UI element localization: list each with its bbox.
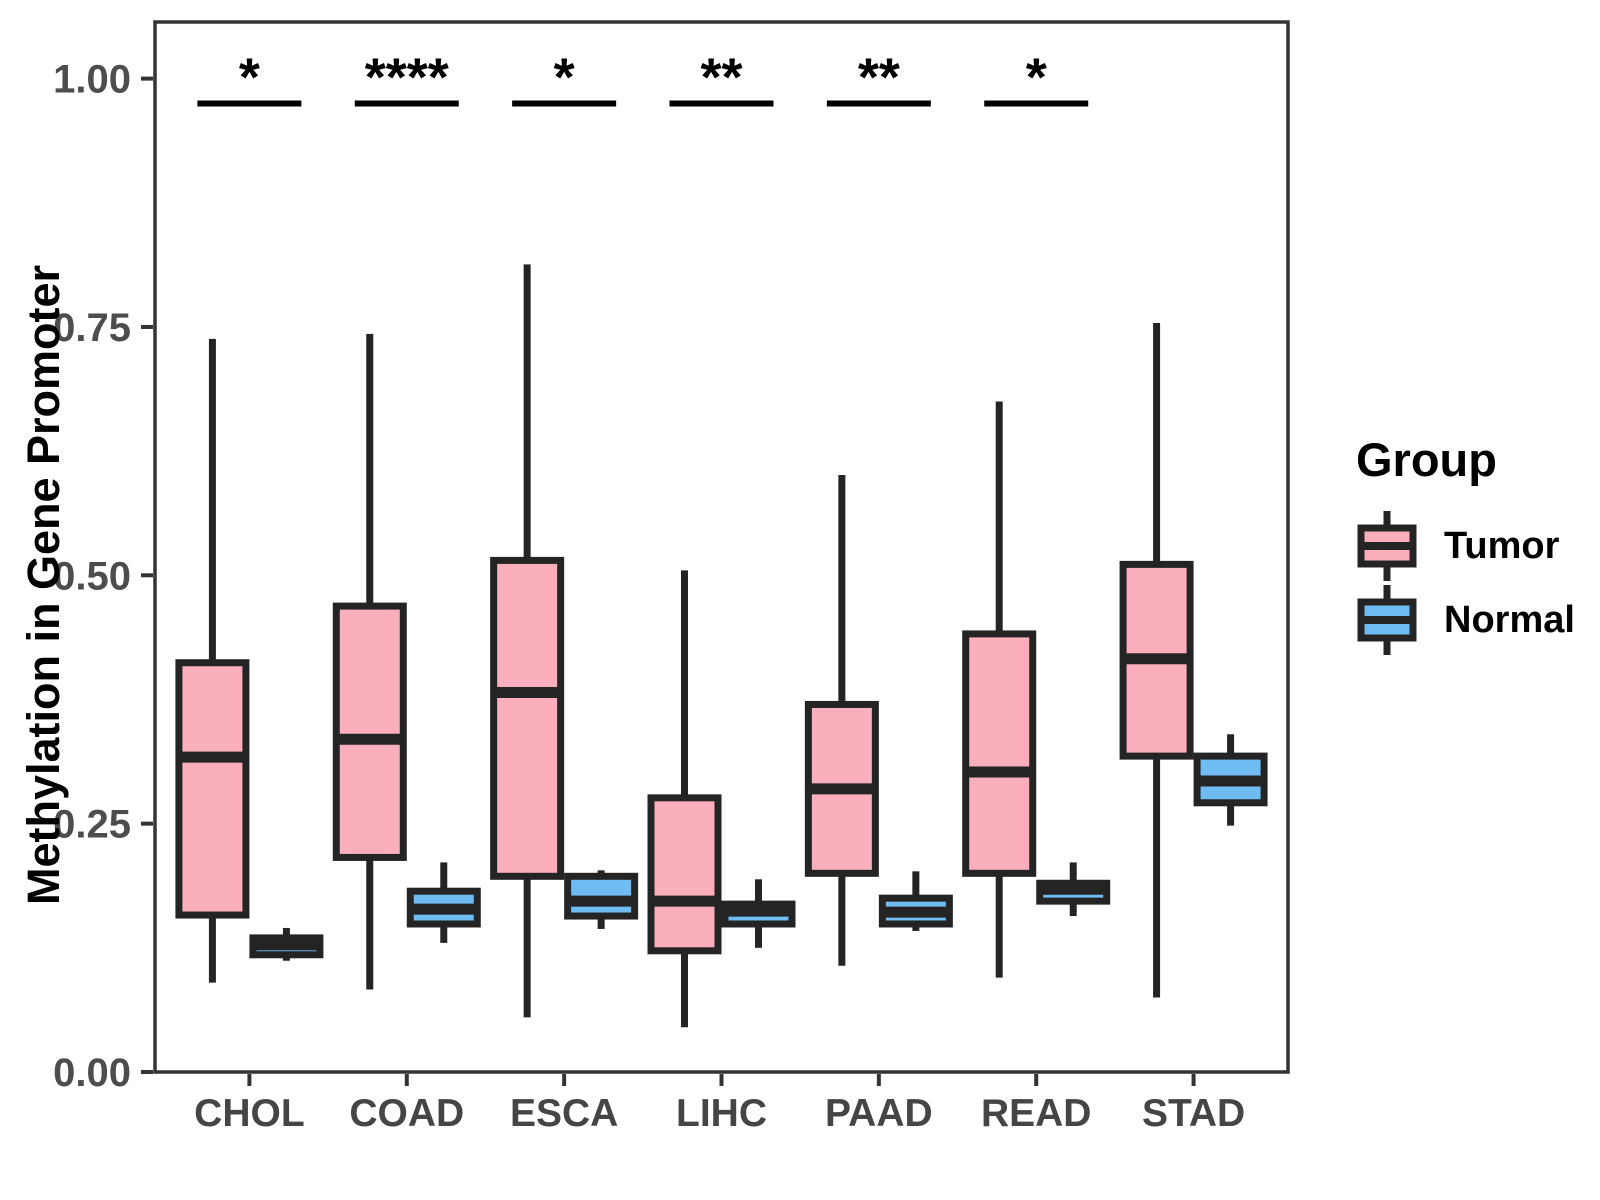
x-tick-label: PAAD (825, 1092, 933, 1135)
legend: Group Tumor Normal (1356, 432, 1575, 657)
box-esca-normal (564, 870, 639, 929)
box-stad-tumor (1119, 322, 1194, 998)
y-tick-label: 0.25 (53, 803, 131, 847)
legend-item-normal: Normal (1356, 583, 1575, 657)
legend-item-tumor: Tumor (1356, 509, 1575, 583)
x-tick-label: CHOL (194, 1092, 305, 1135)
box-coad-normal (406, 862, 481, 943)
iqr-box (332, 602, 407, 861)
x-tick-label: READ (981, 1092, 1092, 1135)
iqr-box (490, 556, 565, 880)
significance-label: ** (858, 47, 900, 107)
box-chol-normal (249, 927, 324, 961)
y-axis-title: Methylation in Gene Promoter (18, 264, 69, 906)
x-tick-label: STAD (1142, 1092, 1245, 1135)
significance-label: * (239, 47, 260, 107)
box-stad-normal (1193, 734, 1268, 826)
significance-label: * (554, 47, 575, 107)
box-chol-tumor (175, 338, 250, 983)
box-lihc-tumor (647, 570, 722, 1028)
normal-boxplot-key-icon (1357, 585, 1417, 655)
legend-title: Group (1356, 433, 1497, 486)
box-paad-tumor (804, 474, 879, 966)
x-tick-label: COAD (349, 1092, 464, 1135)
iqr-box (175, 659, 250, 919)
iqr-box (647, 794, 722, 955)
box-esca-tumor (490, 264, 565, 1018)
x-tick-label: ESCA (510, 1092, 618, 1135)
significance-label: ** (700, 47, 742, 107)
significance-label: * (1026, 47, 1047, 107)
significance-label: **** (365, 47, 449, 107)
y-tick-label: 1.00 (53, 58, 131, 102)
box-read-tumor (962, 401, 1037, 978)
y-tick-label: 0.00 (53, 1051, 131, 1095)
box-coad-tumor (332, 333, 407, 990)
tumor-boxplot-key-icon (1357, 511, 1417, 581)
box-paad-normal (878, 871, 953, 931)
iqr-box (962, 630, 1037, 877)
plot-panel (153, 20, 1290, 1074)
y-tick-label: 0.50 (53, 554, 131, 598)
legend-label-tumor: Tumor (1444, 524, 1560, 567)
x-tick-label: LIHC (676, 1092, 767, 1135)
y-tick-label: 0.75 (53, 306, 131, 350)
box-lihc-normal (721, 879, 796, 948)
box-read-normal (1036, 862, 1111, 917)
legend-label-normal: Normal (1444, 598, 1575, 641)
